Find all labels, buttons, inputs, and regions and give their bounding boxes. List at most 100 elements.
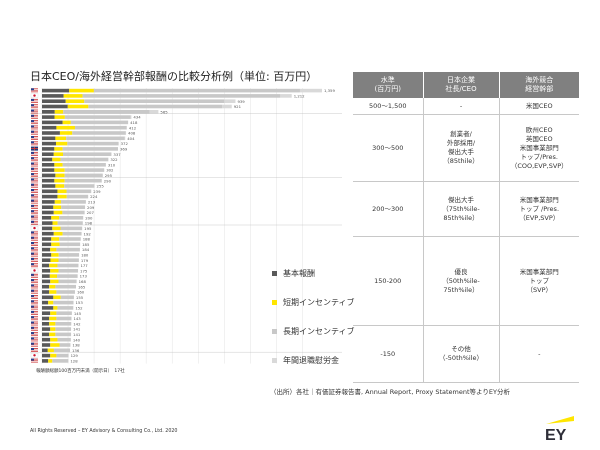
cell-line: 傑出大手 xyxy=(448,195,474,204)
bar-segment-short-term xyxy=(55,173,65,178)
bar-segment-short-term xyxy=(54,168,65,172)
us-flag xyxy=(31,109,38,114)
cell-line: 85th%ile） xyxy=(443,213,479,222)
us-flag xyxy=(31,263,38,268)
jp-flag xyxy=(30,93,39,98)
bar-segment-long-term xyxy=(64,168,105,172)
jp-flag xyxy=(30,225,39,231)
us-flag xyxy=(31,88,38,93)
cell-line: 外部採用/ xyxy=(446,139,476,147)
bar-segment-short-term xyxy=(55,184,65,188)
bar-total-label: 434 xyxy=(133,115,141,120)
header-line: 海外競合 xyxy=(525,76,554,84)
bar-segment-retirement xyxy=(224,99,236,103)
bar-total-label: 195 xyxy=(84,226,92,231)
cell-line: 米国事業部門 xyxy=(519,267,559,276)
bar-segment-short-term xyxy=(69,88,94,93)
bar-segment-short-term xyxy=(50,258,59,262)
bar-segment-long-term xyxy=(67,141,119,146)
page-title: 日本CEO/海外経営幹部報酬の比較分析例（単位: 百万円） xyxy=(30,70,318,83)
bar-segment-long-term xyxy=(59,216,84,220)
bar-segment-base xyxy=(42,157,53,162)
bar-segment-short-term xyxy=(51,242,60,247)
bar-segment-short-term xyxy=(54,200,61,204)
us-flag xyxy=(31,189,38,193)
bar-total-label: 565 xyxy=(160,109,168,114)
bar-segment-base xyxy=(42,343,51,347)
bar-total-label: 412 xyxy=(129,125,137,130)
bar-segment-short-term xyxy=(54,163,63,167)
bar-segment-base xyxy=(42,279,51,284)
bar-segment-short-term xyxy=(49,274,58,278)
bar-segment-base xyxy=(42,125,57,130)
bar-segment-short-term xyxy=(50,311,57,315)
cell-line: - xyxy=(459,101,463,110)
table-row: 150-200 優良 （50th%ile- 75th%ile） 米国事業部門 トップ （SV… xyxy=(353,236,579,326)
cell-line: 優良 xyxy=(454,267,468,276)
bar-total-label: 290 xyxy=(104,178,112,183)
cell-line: トップ xyxy=(529,276,550,285)
bar-total-label: 173 xyxy=(80,274,88,279)
us-flag xyxy=(31,316,38,321)
bar-segment-short-term xyxy=(50,353,57,358)
bar-segment-short-term xyxy=(51,253,59,257)
bar-segment-base xyxy=(42,115,55,119)
bar-total-label: 295 xyxy=(105,173,113,178)
bar-segment-short-term xyxy=(53,205,62,209)
bar-segment-base xyxy=(42,327,51,331)
us-flag xyxy=(31,236,38,241)
bar-segment-base xyxy=(42,94,64,98)
us-flag xyxy=(31,114,38,119)
bar-segment-short-term xyxy=(48,300,54,305)
ey-logo-text: EY xyxy=(545,427,567,442)
bar-segment-long-term xyxy=(57,263,79,268)
bar-segment-short-term xyxy=(51,216,60,220)
cell-range: 300～500 xyxy=(353,114,424,182)
bar-total-label: 155 xyxy=(76,295,84,300)
bar-total-label: 185 xyxy=(82,242,90,247)
bar-total-label: 310 xyxy=(108,162,116,167)
us-flag xyxy=(31,130,38,135)
bar-total-label: 188 xyxy=(83,237,91,242)
bar-segment-long-term xyxy=(53,348,71,353)
legend-item-retirement: 年間退職慰労金 xyxy=(272,355,339,366)
bar-segment-base xyxy=(42,216,52,220)
jp-flag xyxy=(30,268,39,273)
bar-segment-base xyxy=(42,189,58,194)
bar-total-label: 145 xyxy=(74,311,82,316)
bar-segment-short-term xyxy=(54,115,65,119)
bar-segment-short-term xyxy=(54,147,63,151)
cell-range: -150 xyxy=(353,325,424,383)
us-flag xyxy=(31,348,38,352)
bar-segment-base xyxy=(42,359,49,363)
bar-segment-long-term xyxy=(60,226,83,231)
bar-segment-retirement xyxy=(280,94,292,98)
bar-segment-long-term xyxy=(56,316,72,321)
table-row: 500～1,500 - 米国CEO xyxy=(353,98,579,115)
us-flag xyxy=(31,194,38,199)
cell-line: （EVP,SVP） xyxy=(519,213,560,222)
cell-line: 米国CEO xyxy=(525,101,553,110)
us-flag xyxy=(31,326,38,331)
us-flag xyxy=(31,98,38,103)
cell-japan: 優良 （50th%ile- 75th%ile） xyxy=(423,236,500,326)
bar-segment-short-term xyxy=(52,226,61,231)
bar-segment-short-term xyxy=(62,120,71,125)
us-flag xyxy=(31,310,38,315)
bar-total-label: 224 xyxy=(90,194,98,199)
us-flag xyxy=(31,242,38,246)
bar-segment-short-term xyxy=(50,327,56,331)
bar-segment-base xyxy=(42,194,58,199)
bar-segment-long-term xyxy=(56,311,72,315)
bar-segment-long-term xyxy=(74,125,127,130)
bar-segment-base xyxy=(42,353,51,358)
bar-segment-long-term xyxy=(64,115,131,119)
bar-total-label: 128 xyxy=(70,359,78,364)
bar-total-label: 322 xyxy=(110,157,118,162)
us-flag xyxy=(31,321,38,326)
bar-total-label: 192 xyxy=(84,231,92,236)
bar-segment-long-term xyxy=(66,194,89,199)
bar-total-label: 140 xyxy=(73,337,81,342)
table-row: 300～500 創業者/外部採用/傑出大手 （85thile） 欧州CEO 英国CEO 米… xyxy=(353,114,579,182)
